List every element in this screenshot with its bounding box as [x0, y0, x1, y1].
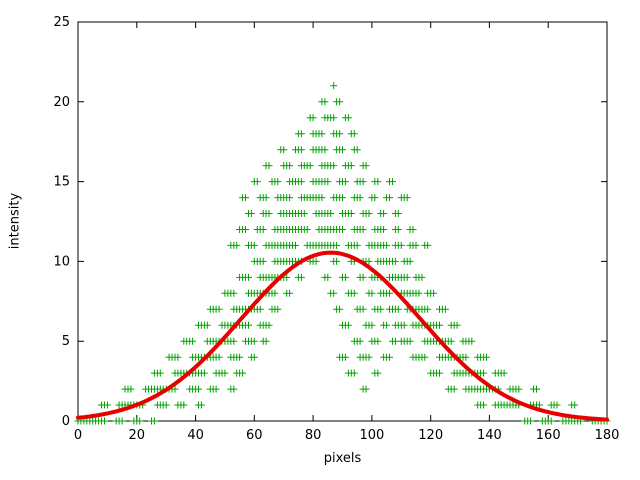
x-tick-label: 180 [595, 428, 620, 443]
x-tick-label: 100 [359, 428, 384, 443]
x-axis-label: pixels [323, 451, 362, 466]
y-tick-label: 25 [53, 15, 70, 30]
x-tick-label: 40 [187, 428, 204, 443]
y-tick-label: 5 [62, 334, 70, 349]
axis-ticks [77, 21, 608, 422]
x-tick-label: 120 [418, 428, 443, 443]
x-tick-label: 0 [74, 428, 82, 443]
x-tick-label: 60 [246, 428, 263, 443]
plot-border [77, 21, 608, 422]
y-tick-label: 0 [62, 414, 70, 429]
y-tick-label: 10 [53, 254, 70, 269]
x-tick-label: 80 [305, 428, 322, 443]
y-axis-label: intensity [7, 192, 23, 250]
fit-curve [76, 250, 609, 422]
x-tick-label: 140 [477, 428, 502, 443]
x-tick-label: 20 [129, 428, 146, 443]
y-tick-label: 20 [53, 95, 70, 110]
y-tick-label: 15 [53, 175, 70, 190]
x-tick-label: 160 [536, 428, 561, 443]
